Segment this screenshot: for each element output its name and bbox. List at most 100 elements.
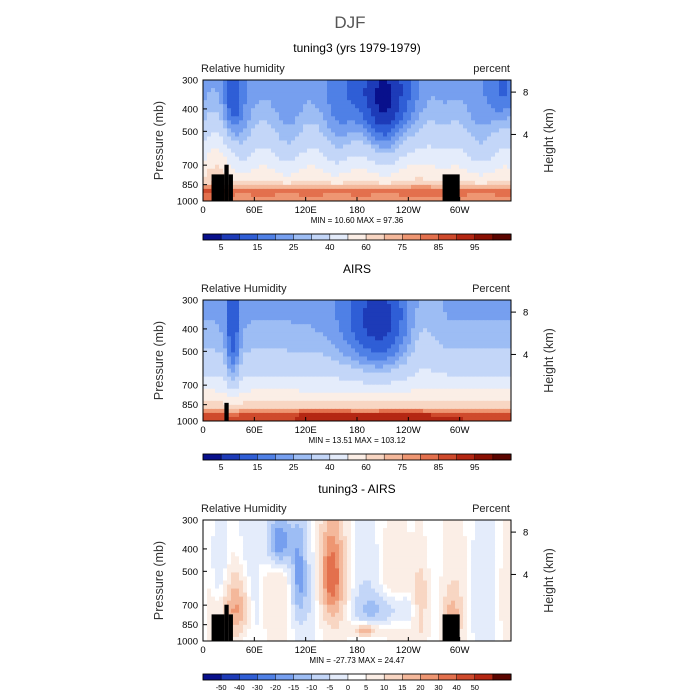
heatmap-cell bbox=[479, 164, 484, 170]
heatmap-cell bbox=[355, 384, 360, 390]
heatmap-cell bbox=[387, 192, 392, 198]
heatmap-cell bbox=[255, 300, 260, 305]
heatmap-cell bbox=[355, 356, 360, 362]
heatmap-cell bbox=[467, 416, 472, 421]
heatmap-cell bbox=[279, 160, 284, 166]
heatmap-cell bbox=[507, 104, 511, 109]
heatmap-cell bbox=[243, 148, 248, 154]
heatmap-cell bbox=[455, 132, 460, 138]
heatmap-cell bbox=[419, 328, 424, 333]
heatmap-cell bbox=[431, 352, 436, 358]
heatmap-cell bbox=[415, 324, 420, 329]
heatmap-cell bbox=[335, 164, 340, 170]
heatmap-cell bbox=[255, 124, 260, 129]
heatmap-cell bbox=[219, 92, 224, 97]
heatmap-cell bbox=[491, 140, 496, 146]
heatmap-cell bbox=[235, 368, 240, 374]
heatmap-cell bbox=[483, 368, 488, 374]
heatmap-cell bbox=[343, 80, 348, 85]
heatmap-cell bbox=[459, 160, 464, 166]
heatmap-cell bbox=[395, 188, 400, 194]
heatmap-cell bbox=[275, 412, 280, 418]
heatmap-cell bbox=[371, 168, 376, 174]
heatmap-cell bbox=[407, 528, 412, 533]
heatmap-cell bbox=[303, 312, 308, 317]
heatmap-cell bbox=[359, 388, 364, 394]
heatmap-cell bbox=[359, 372, 364, 378]
heatmap-cell bbox=[451, 84, 456, 89]
heatmap-cell bbox=[495, 152, 500, 158]
heatmap-cell bbox=[287, 368, 292, 374]
heatmap-cell bbox=[499, 408, 504, 414]
heatmap-cell bbox=[247, 100, 252, 105]
heatmap-cell bbox=[307, 528, 312, 533]
heatmap-cell bbox=[243, 88, 248, 93]
heatmap-cell bbox=[383, 128, 388, 134]
heatmap-cell bbox=[451, 140, 456, 146]
heatmap-cell bbox=[359, 88, 364, 93]
heatmap-cell bbox=[287, 156, 292, 162]
heatmap-cell bbox=[507, 92, 511, 97]
heatmap-cell bbox=[227, 156, 232, 162]
heatmap-cell bbox=[283, 336, 288, 341]
heatmap-cell bbox=[327, 352, 332, 358]
heatmap-cell bbox=[371, 132, 376, 138]
heatmap-cell bbox=[375, 84, 380, 89]
heatmap-cell bbox=[303, 140, 308, 146]
heatmap-cell bbox=[495, 112, 500, 117]
heatmap-cell bbox=[503, 192, 508, 198]
heatmap-cell bbox=[403, 300, 408, 305]
heatmap-cell bbox=[327, 528, 332, 533]
heatmap-cell bbox=[215, 116, 220, 121]
heatmap-cell bbox=[395, 320, 400, 325]
heatmap-cell bbox=[435, 164, 440, 170]
heatmap-cell bbox=[439, 80, 444, 85]
heatmap-cell bbox=[339, 392, 344, 398]
heatmap-cell bbox=[315, 404, 320, 410]
heatmap-cell bbox=[415, 352, 420, 358]
heatmap-cell bbox=[335, 328, 340, 333]
heatmap-cell bbox=[435, 124, 440, 129]
heatmap-cell bbox=[303, 160, 308, 166]
heatmap-cell bbox=[291, 100, 296, 105]
heatmap-cell bbox=[279, 132, 284, 138]
heatmap-cell bbox=[239, 88, 244, 93]
heatmap-cell bbox=[379, 384, 384, 390]
heatmap-cell bbox=[495, 408, 500, 414]
heatmap-cell bbox=[499, 416, 504, 421]
heatmap-cell bbox=[415, 300, 420, 305]
heatmap-cell bbox=[247, 108, 252, 113]
heatmap-cell bbox=[303, 192, 308, 198]
heatmap-cell bbox=[311, 316, 316, 321]
heatmap-cell bbox=[491, 380, 496, 386]
heatmap-cell bbox=[235, 308, 240, 313]
heatmap-cell bbox=[331, 84, 336, 89]
heatmap-cell bbox=[347, 400, 352, 406]
heatmap-cell bbox=[343, 528, 348, 533]
heatmap-cell bbox=[347, 192, 352, 198]
heatmap-cell bbox=[367, 368, 372, 374]
height-tick-label: 4 bbox=[523, 350, 528, 361]
heatmap-cell bbox=[471, 88, 476, 93]
heatmap-cell bbox=[355, 364, 360, 370]
heatmap-cell bbox=[375, 328, 380, 333]
heatmap-cell bbox=[463, 132, 468, 138]
heatmap-cell bbox=[403, 148, 408, 154]
heatmap-cell bbox=[475, 188, 480, 194]
heatmap-cell bbox=[471, 520, 476, 525]
heatmap-cell bbox=[487, 124, 492, 129]
heatmap-cell bbox=[475, 120, 480, 125]
heatmap-cell bbox=[243, 100, 248, 105]
colorbar-swatch bbox=[202, 233, 222, 241]
heatmap-cell bbox=[215, 84, 220, 89]
heatmap-cell bbox=[287, 332, 292, 337]
heatmap-cell bbox=[279, 80, 284, 85]
heatmap-cell bbox=[387, 144, 392, 150]
heatmap-cell bbox=[283, 324, 288, 329]
heatmap-cell bbox=[223, 396, 228, 402]
heatmap-cell bbox=[283, 368, 288, 374]
heatmap-cell bbox=[423, 132, 428, 138]
heatmap-cell bbox=[315, 308, 320, 313]
heatmap-cell bbox=[343, 316, 348, 321]
heatmap-cell bbox=[351, 96, 356, 101]
